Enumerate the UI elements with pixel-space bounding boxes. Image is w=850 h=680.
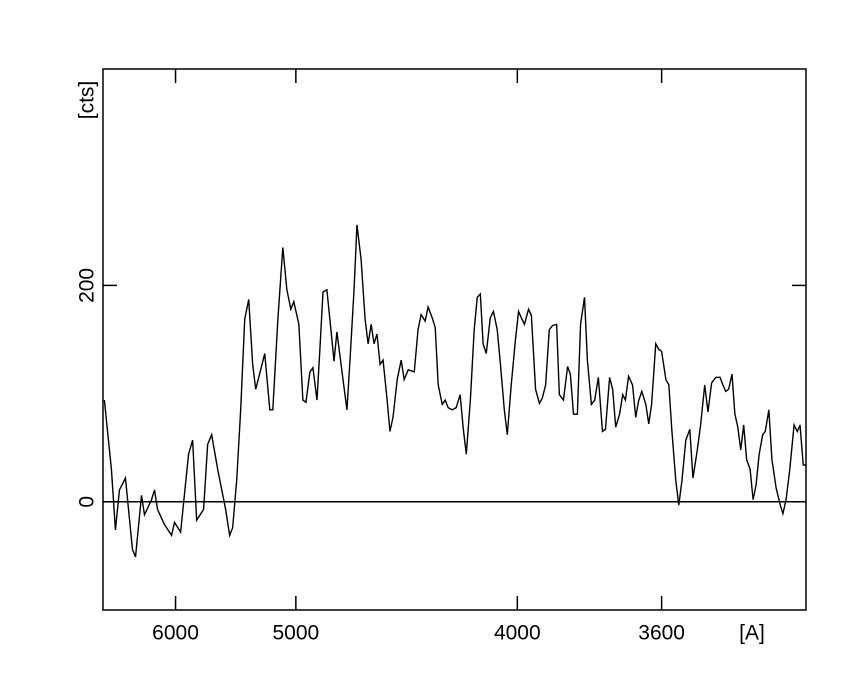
y-axis-label: [cts] (76, 81, 99, 120)
x-tick-label: 6000 (152, 622, 199, 645)
y-tick-label: 0 (76, 496, 99, 508)
plot-frame (102, 68, 807, 611)
x-tick-label: 5000 (272, 622, 319, 645)
x-tick-label: 4000 (494, 622, 541, 645)
x-tick-label: 3600 (638, 622, 685, 645)
y-tick-label: 200 (76, 268, 99, 303)
x-axis-label: [A] (739, 622, 765, 645)
spectrum-line (103, 224, 806, 558)
